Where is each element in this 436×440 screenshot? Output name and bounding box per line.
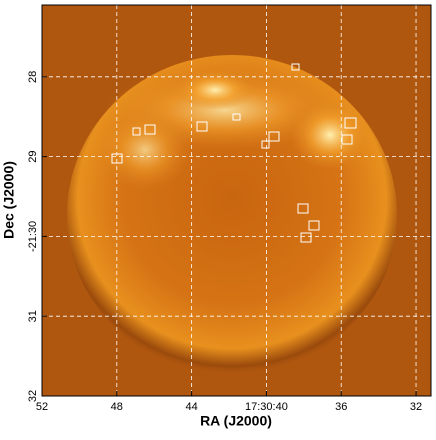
source-box: [344, 117, 357, 129]
y-tick-label: 32: [27, 390, 39, 402]
x-axis-title: RA (J2000): [200, 413, 272, 429]
x-tick-label: 17:30:40: [245, 401, 288, 413]
x-tick-label: 44: [185, 401, 197, 413]
x-tick-label: 32: [410, 401, 422, 413]
source-box: [144, 124, 156, 135]
y-axis-title: Dec (J2000): [1, 161, 17, 239]
source-box: [308, 220, 320, 231]
source-box: [341, 134, 353, 145]
source-box: [232, 113, 241, 121]
source-box: [196, 121, 208, 132]
y-tick-label: -21:30: [27, 221, 39, 252]
source-box: [297, 203, 309, 214]
rim: [175, 70, 255, 110]
x-tick-label: 48: [111, 401, 123, 413]
source-box: [291, 63, 300, 71]
plot-frame: [41, 4, 432, 397]
x-tick-label: 36: [335, 401, 347, 413]
source-box: [261, 140, 270, 149]
image: [42, 5, 431, 396]
rim: [290, 100, 370, 170]
y-tick-label: 31: [27, 310, 39, 322]
rim: [100, 110, 190, 190]
y-tick-label: 29: [27, 150, 39, 162]
x-tick-label: 52: [36, 401, 48, 413]
source-box: [300, 232, 312, 243]
source-box: [132, 127, 141, 136]
y-tick-label: 28: [27, 71, 39, 83]
source-box: [268, 131, 280, 142]
